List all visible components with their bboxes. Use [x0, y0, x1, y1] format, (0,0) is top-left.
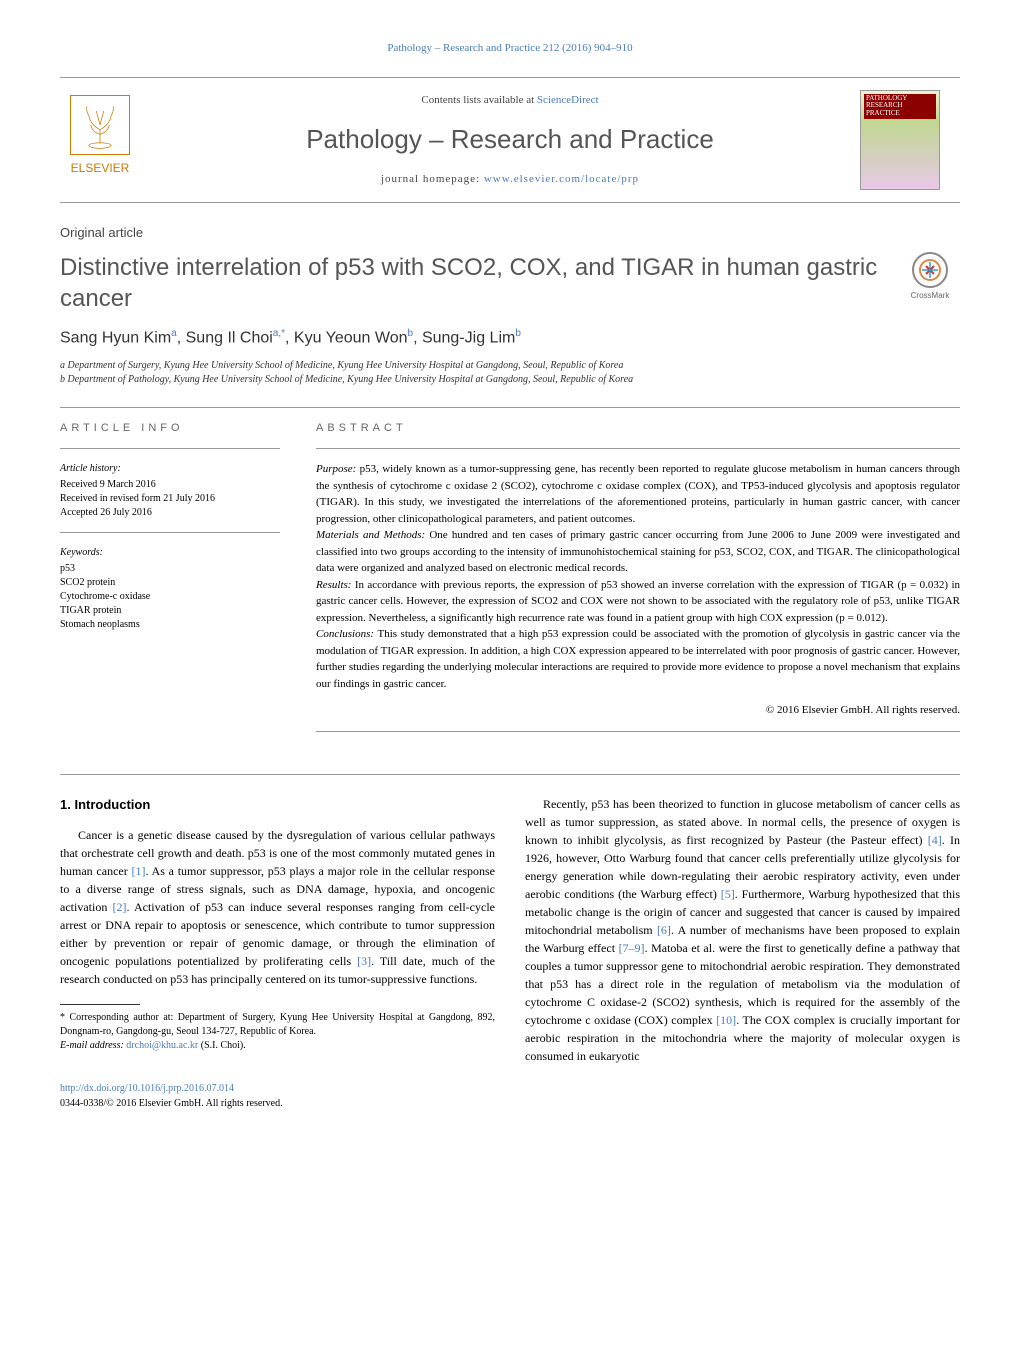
- elsevier-tree-icon: [70, 95, 130, 155]
- keyword: SCO2 protein: [60, 576, 280, 590]
- divider: [316, 448, 960, 449]
- masthead: ELSEVIER Contents lists available at Sci…: [60, 77, 960, 203]
- corresponding-text: * Corresponding author at: Department of…: [60, 1011, 495, 1039]
- publisher-logo-block: ELSEVIER: [60, 95, 160, 185]
- author-3: , Kyu Yeoun Won: [285, 330, 407, 347]
- authors-line: Sang Hyun Kima, Sung Il Choia,*, Kyu Yeo…: [60, 326, 960, 350]
- affiliation-b: b Department of Pathology, Kyung Hee Uni…: [60, 373, 960, 387]
- abstract-heading: ABSTRACT: [316, 420, 960, 437]
- body-section: 1. Introduction Cancer is a genetic dise…: [60, 795, 960, 1065]
- abstract-results: Results: In accordance with previous rep…: [316, 577, 960, 627]
- column-right: Recently, p53 has been theorized to func…: [525, 795, 960, 1065]
- email-line: E-mail address: drchoi@khu.ac.kr (S.I. C…: [60, 1039, 495, 1053]
- article-title: Distinctive interrelation of p53 with SC…: [60, 252, 880, 314]
- author-2-sup: a,*: [273, 328, 285, 339]
- affiliation-a: a Department of Surgery, Kyung Hee Unive…: [60, 359, 960, 373]
- divider: [60, 448, 280, 449]
- two-column-body: 1. Introduction Cancer is a genetic dise…: [60, 795, 960, 1065]
- masthead-center: Contents lists available at ScienceDirec…: [160, 92, 860, 188]
- email-label: E-mail address:: [60, 1040, 126, 1051]
- keyword: TIGAR protein: [60, 604, 280, 618]
- received-date: Received 9 March 2016: [60, 478, 280, 492]
- crossmark-label: CrossMark: [911, 290, 950, 302]
- title-row: Distinctive interrelation of p53 with SC…: [60, 252, 960, 314]
- article-type: Original article: [60, 223, 960, 243]
- running-header: Pathology – Research and Practice 212 (2…: [60, 40, 960, 57]
- elsevier-logo[interactable]: ELSEVIER: [60, 95, 140, 185]
- email-suffix: (S.I. Choi).: [198, 1040, 246, 1051]
- purpose-text: p53, widely known as a tumor-suppressing…: [316, 463, 960, 525]
- contents-line: Contents lists available at ScienceDirec…: [160, 92, 860, 109]
- doi-block: http://dx.doi.org/10.1016/j.prp.2016.07.…: [60, 1081, 960, 1111]
- corresponding-footnote: * Corresponding author at: Department of…: [60, 1011, 495, 1053]
- keyword: Cytochrome-c oxidase: [60, 590, 280, 604]
- author-4-sup: b: [515, 328, 521, 339]
- affiliations: a Department of Surgery, Kyung Hee Unive…: [60, 359, 960, 387]
- contents-prefix: Contents lists available at: [421, 94, 536, 106]
- homepage-link[interactable]: www.elsevier.com/locate/prp: [484, 173, 639, 185]
- article-info: ARTICLE INFO Article history: Received 9…: [60, 420, 280, 744]
- conclusions-text: This study demonstrated that a high p53 …: [316, 628, 960, 690]
- journal-name: Pathology – Research and Practice: [160, 120, 860, 159]
- revised-date: Received in revised form 21 July 2016: [60, 492, 280, 506]
- divider: [60, 774, 960, 775]
- divider: [316, 731, 960, 732]
- divider: [60, 532, 280, 533]
- info-abstract-row: ARTICLE INFO Article history: Received 9…: [60, 420, 960, 744]
- body-paragraph: Recently, p53 has been theorized to func…: [525, 795, 960, 1065]
- body-paragraph: Cancer is a genetic disease caused by th…: [60, 826, 495, 988]
- introduction-heading: 1. Introduction: [60, 795, 495, 815]
- conclusions-label: Conclusions:: [316, 628, 378, 640]
- doi-link[interactable]: http://dx.doi.org/10.1016/j.prp.2016.07.…: [60, 1083, 234, 1094]
- article-info-heading: ARTICLE INFO: [60, 420, 280, 437]
- homepage-line: journal homepage: www.elsevier.com/locat…: [160, 171, 860, 188]
- divider: [60, 407, 960, 408]
- journal-cover-thumbnail[interactable]: PATHOLOGY RESEARCH PRACTICE: [860, 90, 940, 190]
- author-1: Sang Hyun Kim: [60, 330, 171, 347]
- accepted-date: Accepted 26 July 2016: [60, 506, 280, 520]
- issn-copyright: 0344-0338/© 2016 Elsevier GmbH. All righ…: [60, 1096, 960, 1111]
- email-link[interactable]: drchoi@khu.ac.kr: [126, 1040, 198, 1051]
- crossmark-badge[interactable]: CrossMark: [900, 252, 960, 302]
- journal-cover-block: PATHOLOGY RESEARCH PRACTICE: [860, 90, 960, 190]
- methods-label: Materials and Methods:: [316, 529, 429, 541]
- keyword: Stomach neoplasms: [60, 618, 280, 632]
- abstract-methods: Materials and Methods: One hundred and t…: [316, 527, 960, 577]
- results-label: Results:: [316, 579, 355, 591]
- publisher-name: ELSEVIER: [71, 159, 130, 177]
- author-2: , Sung Il Choi: [177, 330, 273, 347]
- abstract: ABSTRACT Purpose: p53, widely known as a…: [316, 420, 960, 744]
- crossmark-icon: [912, 252, 948, 288]
- keyword: p53: [60, 562, 280, 576]
- abstract-purpose: Purpose: p53, widely known as a tumor-su…: [316, 461, 960, 527]
- homepage-prefix: journal homepage:: [381, 173, 484, 185]
- keywords-label: Keywords:: [60, 545, 280, 560]
- citation-text: Pathology – Research and Practice 212 (2…: [387, 42, 632, 54]
- results-text: In accordance with previous reports, the…: [316, 579, 960, 624]
- purpose-label: Purpose:: [316, 463, 360, 475]
- abstract-conclusions: Conclusions: This study demonstrated tha…: [316, 626, 960, 692]
- history-label: Article history:: [60, 461, 280, 476]
- footnote-separator: [60, 1004, 140, 1005]
- author-4: , Sung-Jig Lim: [413, 330, 515, 347]
- column-left: 1. Introduction Cancer is a genetic dise…: [60, 795, 495, 1065]
- sciencedirect-link[interactable]: ScienceDirect: [537, 94, 599, 106]
- cover-title: PATHOLOGY RESEARCH PRACTICE: [864, 94, 936, 119]
- abstract-copyright: © 2016 Elsevier GmbH. All rights reserve…: [316, 702, 960, 719]
